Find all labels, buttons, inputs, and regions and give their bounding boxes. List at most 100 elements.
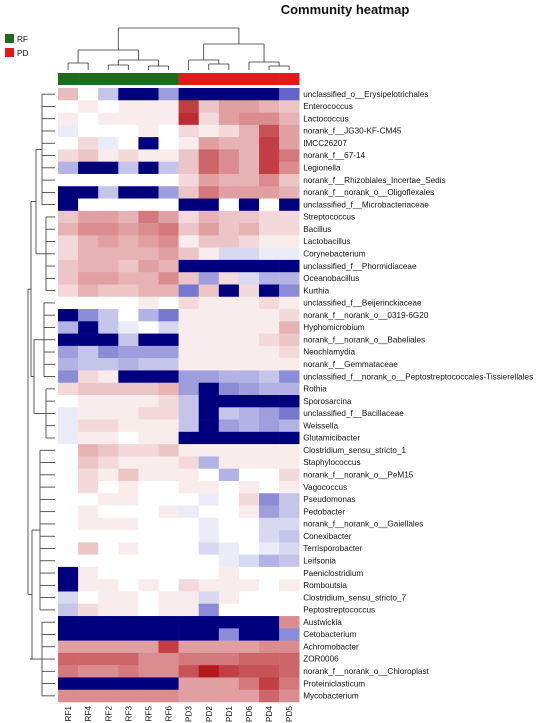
column-label-rf2: RF2 (104, 706, 113, 722)
cell-imcc26207-rf5 (138, 137, 159, 150)
cell-clostridium-sensu-stricto-7-pd1 (218, 591, 240, 605)
cell-neochlamydia-rf1 (58, 345, 79, 359)
cell-norank-f-norank-o-chloroplast-pd1 (218, 665, 240, 678)
cell-clostridium-sensu-stricto-7-rf1 (58, 591, 79, 605)
cell-peptostreptococcus-rf6 (158, 603, 179, 617)
row-label-unclassified-f-bacillaceae: unclassified_f__Bacillaceae (303, 409, 404, 418)
cell-lactococcus-pd2 (198, 112, 220, 126)
cell-weissella-pd5 (279, 419, 300, 433)
cell-neochlamydia-pd2 (198, 345, 220, 359)
cell-norank-f-norank-o-oligoflexales-pd5 (279, 186, 300, 199)
row-label-austwickia: Austwickia (303, 618, 342, 627)
row-label-norank-f-norank-o-oligoflexales: norank_f__norank_o__Oligoflexales (303, 188, 434, 197)
cell-norank-f-jg30-kf-cm45-pd5 (279, 124, 300, 138)
cell-neochlamydia-pd6 (238, 345, 260, 359)
cell-lactococcus-pd6 (238, 112, 260, 126)
cell-norank-f-rhizobiales-incertae-sedis-rf4 (78, 173, 99, 187)
cell-clostridium-sensu-stricto-1-rf6 (158, 444, 179, 457)
cell-norank-f-67-14-pd1 (218, 149, 240, 162)
cell-lactococcus-rf5 (138, 112, 159, 126)
cell-norank-f-jg30-kf-cm45-pd2 (198, 124, 220, 138)
cell-norank-f-norank-o-oligoflexales-pd2 (198, 186, 220, 199)
cell-pedobacter-pd2 (198, 505, 220, 519)
cell-kurthia-rf3 (118, 284, 139, 298)
cell-unclassified-f-beijerinckiaceae-rf2 (98, 296, 119, 310)
cell-enterococcus-rf4 (78, 100, 99, 113)
cell-terrisporobacter-pd6 (238, 542, 260, 555)
cell-legionella-rf5 (138, 161, 159, 175)
cell-weissella-rf4 (78, 419, 99, 433)
cell-neochlamydia-pd5 (279, 345, 300, 359)
cell-hyphomicrobium-pd1 (218, 321, 240, 334)
cell-glutamicibacter-pd6 (238, 431, 260, 445)
cell-norank-f-rhizobiales-incertae-sedis-pd5 (279, 173, 300, 187)
cell-achromobacter-pd1 (218, 640, 240, 654)
cell-romboutsia-rf4 (78, 579, 99, 592)
cell-sporosarcina-rf5 (138, 395, 159, 408)
cell-paeniclostridium-pd2 (198, 566, 220, 580)
cell-enterococcus-pd1 (218, 100, 240, 113)
row-label-clostridium-sensu-stricto-1: Clostridium_sensu_stricto_1 (303, 446, 406, 455)
cell-norank-f-norank-o-gaiellales-pd6 (238, 517, 260, 531)
cell-legionella-rf3 (118, 161, 139, 175)
cell-unclassified-o-erysipelotrichales-rf3 (118, 88, 139, 101)
cell-unclassified-o-erysipelotrichales-rf4 (78, 88, 99, 101)
cell-unclassified-f-phormidiaceae-rf6 (158, 259, 179, 273)
row-label-imcc26207: IMCC26207 (303, 139, 347, 148)
cell-mycobacterium-rf4 (78, 689, 99, 703)
cell-norank-f-norank-o-gaiellales-pd4 (259, 517, 280, 531)
row-label-unclassified-f-beijerinckiaceae: unclassified_f__Beijerinckiaceae (303, 299, 422, 308)
cell-austwickia-pd6 (238, 616, 260, 629)
cell-norank-f-norank-o-oligoflexales-pd4 (259, 186, 280, 199)
cell-zor0006-pd2 (198, 652, 220, 666)
cell-norank-f-norank-o-pem15-rf6 (158, 468, 179, 482)
cell-terrisporobacter-rf3 (118, 542, 139, 555)
cell-norank-f-norank-o-oligoflexales-rf6 (158, 186, 179, 199)
cell-imcc26207-rf3 (118, 137, 139, 150)
group-bar-rf2 (98, 73, 119, 85)
cell-legionella-rf1 (58, 161, 79, 175)
cell-rothia-rf4 (78, 382, 99, 396)
cell-norank-f-jg30-kf-cm45-pd1 (218, 124, 240, 138)
cell-sporosarcina-rf3 (118, 395, 139, 408)
cell-conexibacter-pd6 (238, 530, 260, 543)
cell-norank-f-norank-o-gaiellales-pd2 (198, 517, 220, 531)
cell-norank-f-norank-o-gaiellales-rf3 (118, 517, 139, 531)
cell-staphylococcus-rf1 (58, 456, 79, 469)
cell-peptostreptococcus-pd3 (178, 603, 199, 617)
cell-norank-f-norank-o-babeliales-rf2 (98, 333, 119, 347)
cell-unclassified-f-norank-o-peptostreptococcales-tissierellales-pd6 (238, 370, 260, 384)
cell-vagococcus-rf5 (138, 480, 159, 494)
cell-pseudomonas-pd5 (279, 493, 300, 506)
cell-terrisporobacter-rf1 (58, 542, 79, 555)
cell-terrisporobacter-pd2 (198, 542, 220, 555)
cell-clostridium-sensu-stricto-1-pd1 (218, 444, 240, 457)
cell-weissella-pd1 (218, 419, 240, 433)
cell-streptococcus-rf2 (98, 210, 119, 224)
cell-norank-f-norank-o-babeliales-pd4 (259, 333, 280, 347)
cell-zor0006-rf3 (118, 652, 139, 666)
cell-streptococcus-rf3 (118, 210, 139, 224)
cell-enterococcus-pd2 (198, 100, 220, 113)
cell-unclassified-f-norank-o-peptostreptococcales-tissierellales-rf6 (158, 370, 179, 384)
cell-norank-f-norank-o-0319-6g20-rf2 (98, 309, 119, 322)
cell-conexibacter-rf5 (138, 530, 159, 543)
cell-terrisporobacter-pd4 (259, 542, 280, 555)
cell-terrisporobacter-pd5 (279, 542, 300, 555)
row-label-kurthia: Kurthia (303, 286, 329, 295)
cell-unclassified-f-bacillaceae-pd1 (218, 407, 240, 420)
cell-lactococcus-rf3 (118, 112, 139, 126)
cell-norank-f-jg30-kf-cm45-rf6 (158, 124, 179, 138)
cell-norank-f-rhizobiales-incertae-sedis-rf5 (138, 173, 159, 187)
cell-lactococcus-rf1 (58, 112, 79, 126)
cell-hyphomicrobium-pd6 (238, 321, 260, 334)
cell-kurthia-pd2 (198, 284, 220, 298)
column-label-pd3: PD3 (185, 706, 194, 722)
cell-pseudomonas-pd3 (178, 493, 199, 506)
cell-sporosarcina-pd5 (279, 395, 300, 408)
row-label-hyphomicrobium: Hyphomicrobium (303, 323, 365, 332)
cell-lactobacillus-rf5 (138, 235, 159, 248)
row-label-oceanobacillus: Oceanobacillus (303, 274, 359, 283)
cell-unclassified-f-norank-o-peptostreptococcales-tissierellales-rf2 (98, 370, 119, 384)
